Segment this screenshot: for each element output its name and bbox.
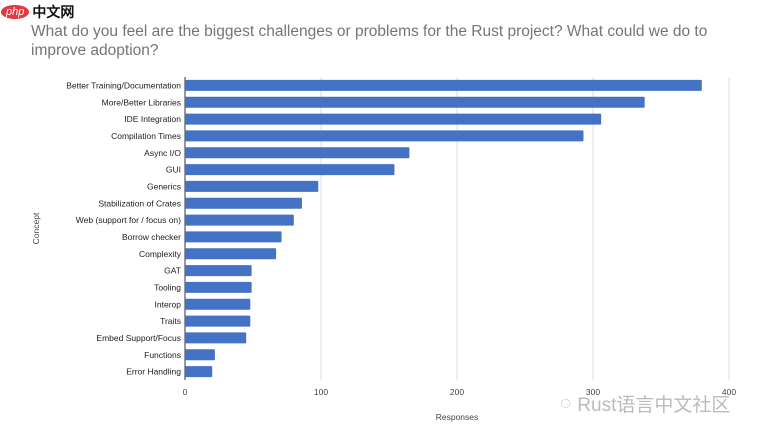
- category-label: Error Handling: [126, 367, 181, 377]
- x-axis-title: Responses: [436, 412, 479, 422]
- bar: [185, 113, 602, 125]
- bar: [185, 366, 213, 378]
- watermark: ◌ Rust语言中文社区: [560, 390, 730, 417]
- bar: [185, 197, 302, 209]
- x-tick-label: 0: [183, 387, 188, 397]
- bar: [185, 96, 645, 108]
- category-label: GUI: [166, 165, 181, 175]
- category-label: Embed Support/Focus: [96, 333, 181, 343]
- bar: [185, 248, 277, 260]
- category-label: Async I/O: [144, 148, 181, 158]
- bar: [185, 332, 247, 344]
- bar: [185, 349, 215, 361]
- category-label: Web (support for / focus on): [76, 215, 181, 225]
- bar: [185, 180, 319, 192]
- bar: [185, 231, 282, 243]
- bar: [185, 147, 410, 159]
- chart-title: What do you feel are the biggest challen…: [31, 23, 708, 59]
- category-label: Traits: [160, 316, 181, 326]
- category-label: More/Better Libraries: [102, 97, 181, 107]
- x-tick-label: 300: [586, 387, 600, 397]
- watermark-text: Rust语言中文社区: [577, 395, 731, 416]
- category-label: Interop: [155, 299, 182, 309]
- category-label: Generics: [147, 181, 181, 191]
- y-axis-title: Concept: [31, 212, 41, 244]
- x-tick-label: 400: [722, 387, 736, 397]
- category-label: Functions: [144, 350, 181, 360]
- bar: [185, 79, 702, 91]
- logo-text: 中文网: [32, 4, 75, 20]
- x-tick-label: 200: [450, 387, 464, 397]
- category-label: Stabilization of Crates: [98, 198, 181, 208]
- wechat-icon: ◌: [560, 392, 572, 414]
- bar: [185, 130, 584, 142]
- category-label: Borrow checker: [122, 232, 181, 242]
- category-label: GAT: [164, 266, 181, 276]
- category-label: Better Training/Documentation: [66, 80, 181, 90]
- site-logo: php 中文网: [1, 2, 74, 22]
- bar: [185, 164, 395, 176]
- x-tick-label: 100: [314, 387, 328, 397]
- category-label: Complexity: [139, 249, 182, 259]
- php-logo: php: [1, 5, 30, 19]
- bar: [185, 265, 252, 277]
- category-label: Compilation Times: [111, 131, 181, 141]
- bar: [185, 214, 294, 226]
- category-label: IDE Integration: [124, 114, 181, 124]
- category-label: Tooling: [154, 282, 181, 292]
- bar: [185, 298, 251, 310]
- bar: [185, 315, 251, 327]
- bar: [185, 281, 252, 293]
